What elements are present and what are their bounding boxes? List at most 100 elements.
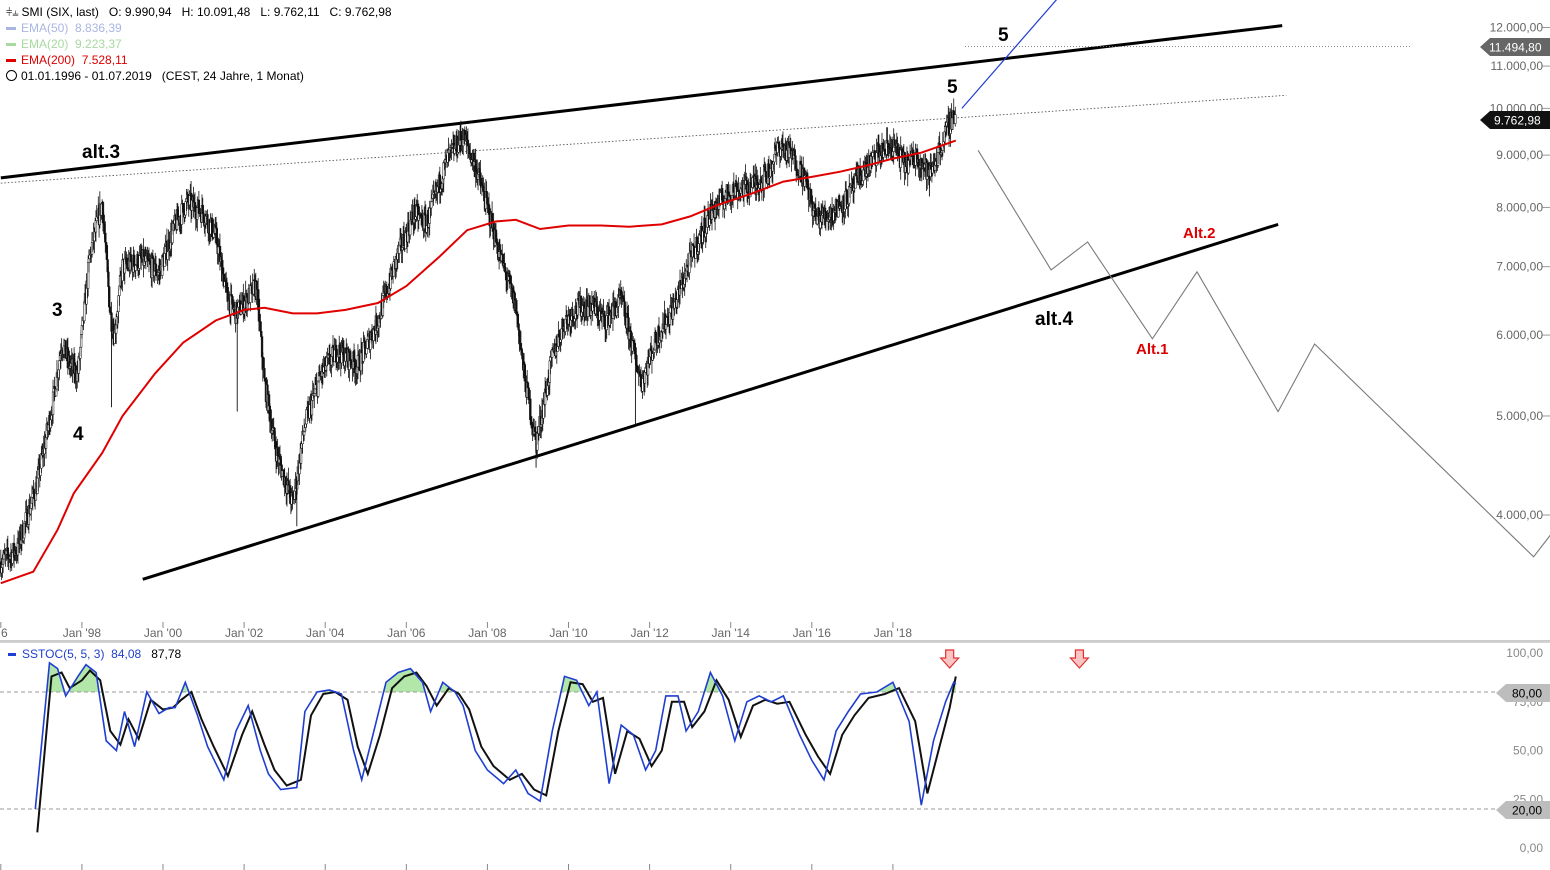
close-value: C: 9.762,98	[329, 5, 392, 19]
ema50-value: 8.836,39	[75, 21, 122, 35]
ema20-label: EMA(20)	[21, 37, 69, 51]
candle-body	[58, 360, 61, 371]
high-value: H: 10.091,48	[181, 5, 251, 19]
candle-body	[586, 306, 590, 317]
label-alt1: Alt.1	[1136, 341, 1169, 358]
candle-body	[529, 398, 532, 421]
stoch-label: SSTOC(5, 5, 3)	[22, 647, 105, 661]
candle-body	[664, 324, 668, 330]
candle-body	[862, 169, 865, 182]
label-wave5-top: 5	[998, 25, 1009, 46]
x-tick-label: Jan '10	[549, 626, 588, 640]
trendlines	[0, 0, 1410, 581]
sell-arrow-icon	[939, 649, 961, 669]
stoch-overbought-area	[704, 672, 721, 692]
clock-icon	[6, 70, 17, 81]
stoch-legend[interactable]: SSTOC(5, 5, 3) 84,08 87,78	[8, 647, 181, 661]
candle-body	[30, 502, 33, 509]
stoch-overbought-area	[383, 668, 426, 692]
price-y-tick-label: 12.000,00	[1490, 21, 1544, 35]
candle-body	[166, 251, 169, 260]
candle-body	[365, 348, 368, 355]
trendline-lower	[142, 222, 1279, 581]
label-wave4: 4	[73, 424, 84, 445]
candle-body	[83, 301, 86, 322]
symbol-name: SMI (SIX, last)	[21, 5, 99, 19]
stoch-badge-20-value: 20,00	[1512, 804, 1542, 818]
trendline-blue	[961, 0, 1058, 109]
x-tick-label: Jan '00	[144, 626, 183, 640]
price-y-tick-label: 7.000,00	[1496, 260, 1543, 274]
x-tick-label: Jan '18	[874, 626, 913, 640]
price-y-tick-label: 6.000,00	[1496, 328, 1543, 342]
ema50-swatch	[6, 27, 16, 31]
candle-body	[182, 203, 185, 211]
stoch-y-tick-label: 100,00	[1506, 646, 1543, 660]
label-alt4: alt.4	[1035, 309, 1073, 330]
x-axis: 6 Jan '98 Jan '00 Jan '02 Jan '04 Jan '06 Jan …	[0, 622, 913, 640]
candle-body	[317, 380, 320, 397]
ema50-label: EMA(50)	[21, 21, 69, 35]
price-y-tick-label: 8.000,00	[1496, 200, 1543, 214]
low-value: L: 9.762,11	[260, 5, 320, 19]
stoch-overbought-area	[181, 682, 189, 692]
x-tick-label: Jan '14	[712, 626, 751, 640]
sell-signal-arrows	[939, 649, 1090, 669]
price-y-axis: 4.000,00 5.000,00 6.000,00 7.000,00 8.000,00…	[1490, 21, 1550, 522]
x-tick-label: Jan '04	[306, 626, 345, 640]
x-tick-label: Jan '98	[63, 626, 102, 640]
stoch-d-value: 87,78	[151, 647, 182, 661]
label-wave5: 5	[947, 77, 958, 98]
sell-arrow-icon	[1069, 649, 1090, 669]
stoch-badge-80-value: 80,00	[1512, 687, 1542, 701]
price-y-tick-label: 11.000,00	[1491, 59, 1544, 73]
target-price-value: 11.494,80	[1489, 41, 1542, 55]
x-tick-label: Jan '12	[630, 626, 669, 640]
last-price-badge: 9.762,98	[1480, 111, 1550, 129]
ema50-legend[interactable]: EMA(50) 8.836,39	[6, 20, 122, 36]
price-y-tick-label: 5.000,00	[1496, 409, 1543, 423]
price-y-tick-label: 9.000,00	[1496, 148, 1543, 162]
stoch-badge-20: 20,00	[1496, 801, 1550, 819]
wave-annotations: alt.3 3 4 5 5 alt.4 Alt.2 Alt.1	[52, 25, 1216, 445]
ema200-line	[0, 139, 957, 585]
candle-body	[954, 114, 957, 124]
candle-body	[517, 323, 520, 331]
ema20-legend[interactable]: EMA(20) 9.223,37	[6, 36, 122, 52]
stoch-badge-80: 80,00	[1496, 684, 1550, 702]
x-tick-label: Jan '02	[225, 626, 264, 640]
trendline-dotted	[0, 94, 1287, 184]
candle-body	[516, 314, 519, 324]
x-tick-label: Jan '06	[387, 626, 426, 640]
label-alt3: alt.3	[82, 142, 120, 163]
label-alt2: Alt.2	[1183, 225, 1216, 242]
stoch-overbought-area	[560, 676, 583, 692]
date-range-info: (CEST, 24 Jahre, 1 Monat)	[161, 69, 304, 83]
date-range: 01.01.1996 - 01.07.2019	[21, 69, 152, 83]
ema200-value: 7.528,11	[81, 53, 128, 67]
stoch-y-tick-label: 50,00	[1513, 744, 1543, 758]
candle-body	[764, 170, 767, 178]
ema20-swatch	[6, 43, 16, 47]
target-price-badge: 11.494,80	[1480, 38, 1550, 56]
candle-body	[226, 287, 229, 302]
stoch-k-value: 84,08	[111, 647, 142, 661]
ema200-label: EMA(200)	[21, 53, 76, 67]
candle-body	[107, 271, 110, 287]
candle-body	[133, 254, 136, 267]
last-price-value: 9.762,98	[1494, 114, 1541, 128]
candlestick-icon: ⫩⫨	[6, 7, 19, 19]
price-panel	[0, 640, 1550, 643]
x-tick-label: Jan '16	[793, 626, 832, 640]
ema200-legend[interactable]: EMA(200) 7.528,11	[6, 52, 128, 68]
trendline-upper	[0, 24, 1283, 180]
stoch-x-ticks	[0, 864, 894, 870]
stoch-swatch	[8, 653, 16, 657]
label-wave3: 3	[52, 300, 63, 321]
open-value: O: 9.990,94	[108, 5, 172, 19]
date-range-legend: 01.01.1996 - 01.07.2019 (CEST, 24 Jahre,…	[6, 68, 304, 84]
price-y-tick-label: 4.000,00	[1496, 508, 1543, 522]
x-tick-label: Jan '08	[468, 626, 507, 640]
